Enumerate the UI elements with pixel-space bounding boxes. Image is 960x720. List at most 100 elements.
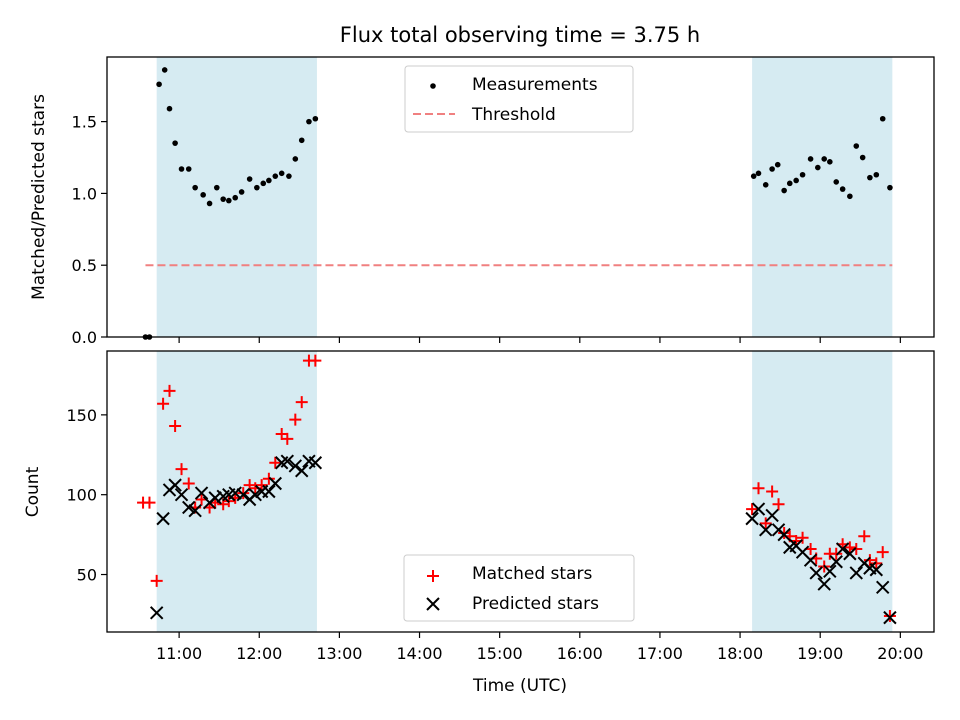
matched-stars-point (289, 413, 302, 426)
predicted-stars-point (803, 553, 818, 567)
observation-shading (156, 57, 893, 337)
measurement-point (172, 140, 178, 146)
measurement-point (873, 171, 880, 178)
count-x-tick-label: 13:00 (316, 644, 362, 663)
legend-measurements-marker (430, 83, 436, 89)
predicted-stars-point (817, 577, 831, 591)
count-axes-frame (106, 350, 935, 633)
predicted-stars-point (182, 500, 196, 515)
predicted-stars-point (208, 491, 222, 505)
count-legend: Matched stars Predicted stars (403, 554, 635, 622)
measurement-point (306, 118, 312, 125)
predicted-stars-point (745, 511, 759, 526)
measurement-point (847, 193, 853, 200)
matched-stars-point (157, 397, 170, 410)
predicted-stars-point (876, 580, 890, 595)
measurement-point (220, 196, 226, 202)
x-axis-label: Time (UTC) (472, 676, 567, 696)
matched-stars-point (870, 557, 883, 570)
predicted-stars-point (883, 610, 897, 625)
measurement-point (246, 176, 253, 182)
legend-measurements-label: Measurements (472, 75, 598, 95)
predicted-stars-point (262, 484, 276, 499)
measurement-point (750, 173, 757, 179)
measurement-point (292, 156, 299, 162)
matched-stars-point (858, 530, 871, 543)
predicted-stars-point (248, 487, 262, 502)
predicted-stars-point (308, 456, 323, 470)
matched-stars-point (163, 384, 176, 397)
measurement-point (815, 164, 821, 171)
measurement-point (827, 159, 833, 165)
measurement-point (156, 81, 162, 88)
ratio-y-tick-label: 1.0 (72, 184, 97, 203)
measurement-point (774, 161, 781, 168)
measurement-point (793, 177, 799, 184)
measurement-point (781, 187, 787, 194)
measurement-point (192, 184, 198, 191)
matched-stars-point (309, 354, 322, 367)
matched-stars-point (843, 541, 856, 554)
measurement-point (286, 173, 292, 179)
measurement-point (859, 154, 866, 161)
measurement-point (755, 170, 762, 177)
predicted-stars-point (835, 542, 850, 556)
legend-predicted-label: Predicted stars (472, 594, 599, 614)
measurement-point (839, 186, 846, 192)
count-y-tick-label: 150 (66, 406, 97, 425)
predicted-stars-point (236, 487, 250, 502)
count-y-tick-label: 100 (66, 486, 97, 505)
measurement-point (272, 173, 279, 179)
matched-stars-point (269, 456, 282, 469)
measurement-point (254, 184, 260, 191)
count-x-tick-label: 12:00 (236, 644, 282, 663)
predicted-stars-point (168, 478, 182, 492)
predicted-stars-point (759, 523, 773, 537)
matched-stars-point (237, 487, 250, 500)
measurement-point (786, 180, 793, 187)
measurement-point (161, 67, 168, 73)
predicted-stars-point (829, 555, 843, 569)
matched-stars-point (746, 503, 759, 516)
measurement-point (762, 181, 769, 188)
predicted-stars-point (288, 459, 303, 473)
count-x-tick-label: 16:00 (557, 644, 603, 663)
measurement-point (867, 174, 873, 181)
measurement-point (278, 170, 285, 177)
ratio-y-tick-label: 0.5 (72, 256, 97, 275)
matched-stars-point (169, 420, 182, 433)
count-series (137, 354, 897, 625)
matched-stars-point (143, 496, 156, 509)
predicted-stars-point (823, 564, 837, 579)
matched-stars-point (883, 610, 896, 623)
measurement-point (178, 166, 185, 172)
count-panel: 50 100 150 11:00 12:00 13:00 14:00 15:00 16:00 17… (23, 350, 935, 696)
ratio-y-axis-label: Matched/Predicted stars (29, 94, 49, 300)
measurement-point (266, 177, 272, 184)
measurement-point (226, 197, 232, 204)
matched-stars-point (281, 432, 294, 445)
matched-stars-point (150, 574, 163, 587)
matched-stars-point (752, 482, 765, 495)
ratio-y-tick-label: 1.5 (72, 113, 97, 132)
measurement-point (260, 180, 267, 187)
count-x-tick-label: 20:00 (877, 644, 923, 663)
legend-threshold-label: Threshold (471, 105, 556, 125)
matched-stars-point (175, 463, 188, 476)
ratio-legend-box (404, 65, 634, 133)
legend-matched-marker (427, 570, 439, 582)
matched-stars-point (766, 485, 779, 498)
predicted-stars-point (174, 487, 189, 502)
legend-predicted-marker (426, 597, 440, 611)
predicted-stars-point (194, 486, 209, 500)
ratio-series (142, 67, 893, 340)
predicted-stars-point (156, 511, 170, 526)
predicted-stars-point (843, 547, 857, 561)
measurement-point (821, 156, 828, 162)
count-x-tick-label: 19:00 (797, 644, 843, 663)
ratio-axes-frame (106, 56, 935, 338)
measurement-point (833, 179, 840, 185)
count-x-tick-label: 17:00 (637, 644, 683, 663)
predicted-stars-point (869, 563, 884, 577)
